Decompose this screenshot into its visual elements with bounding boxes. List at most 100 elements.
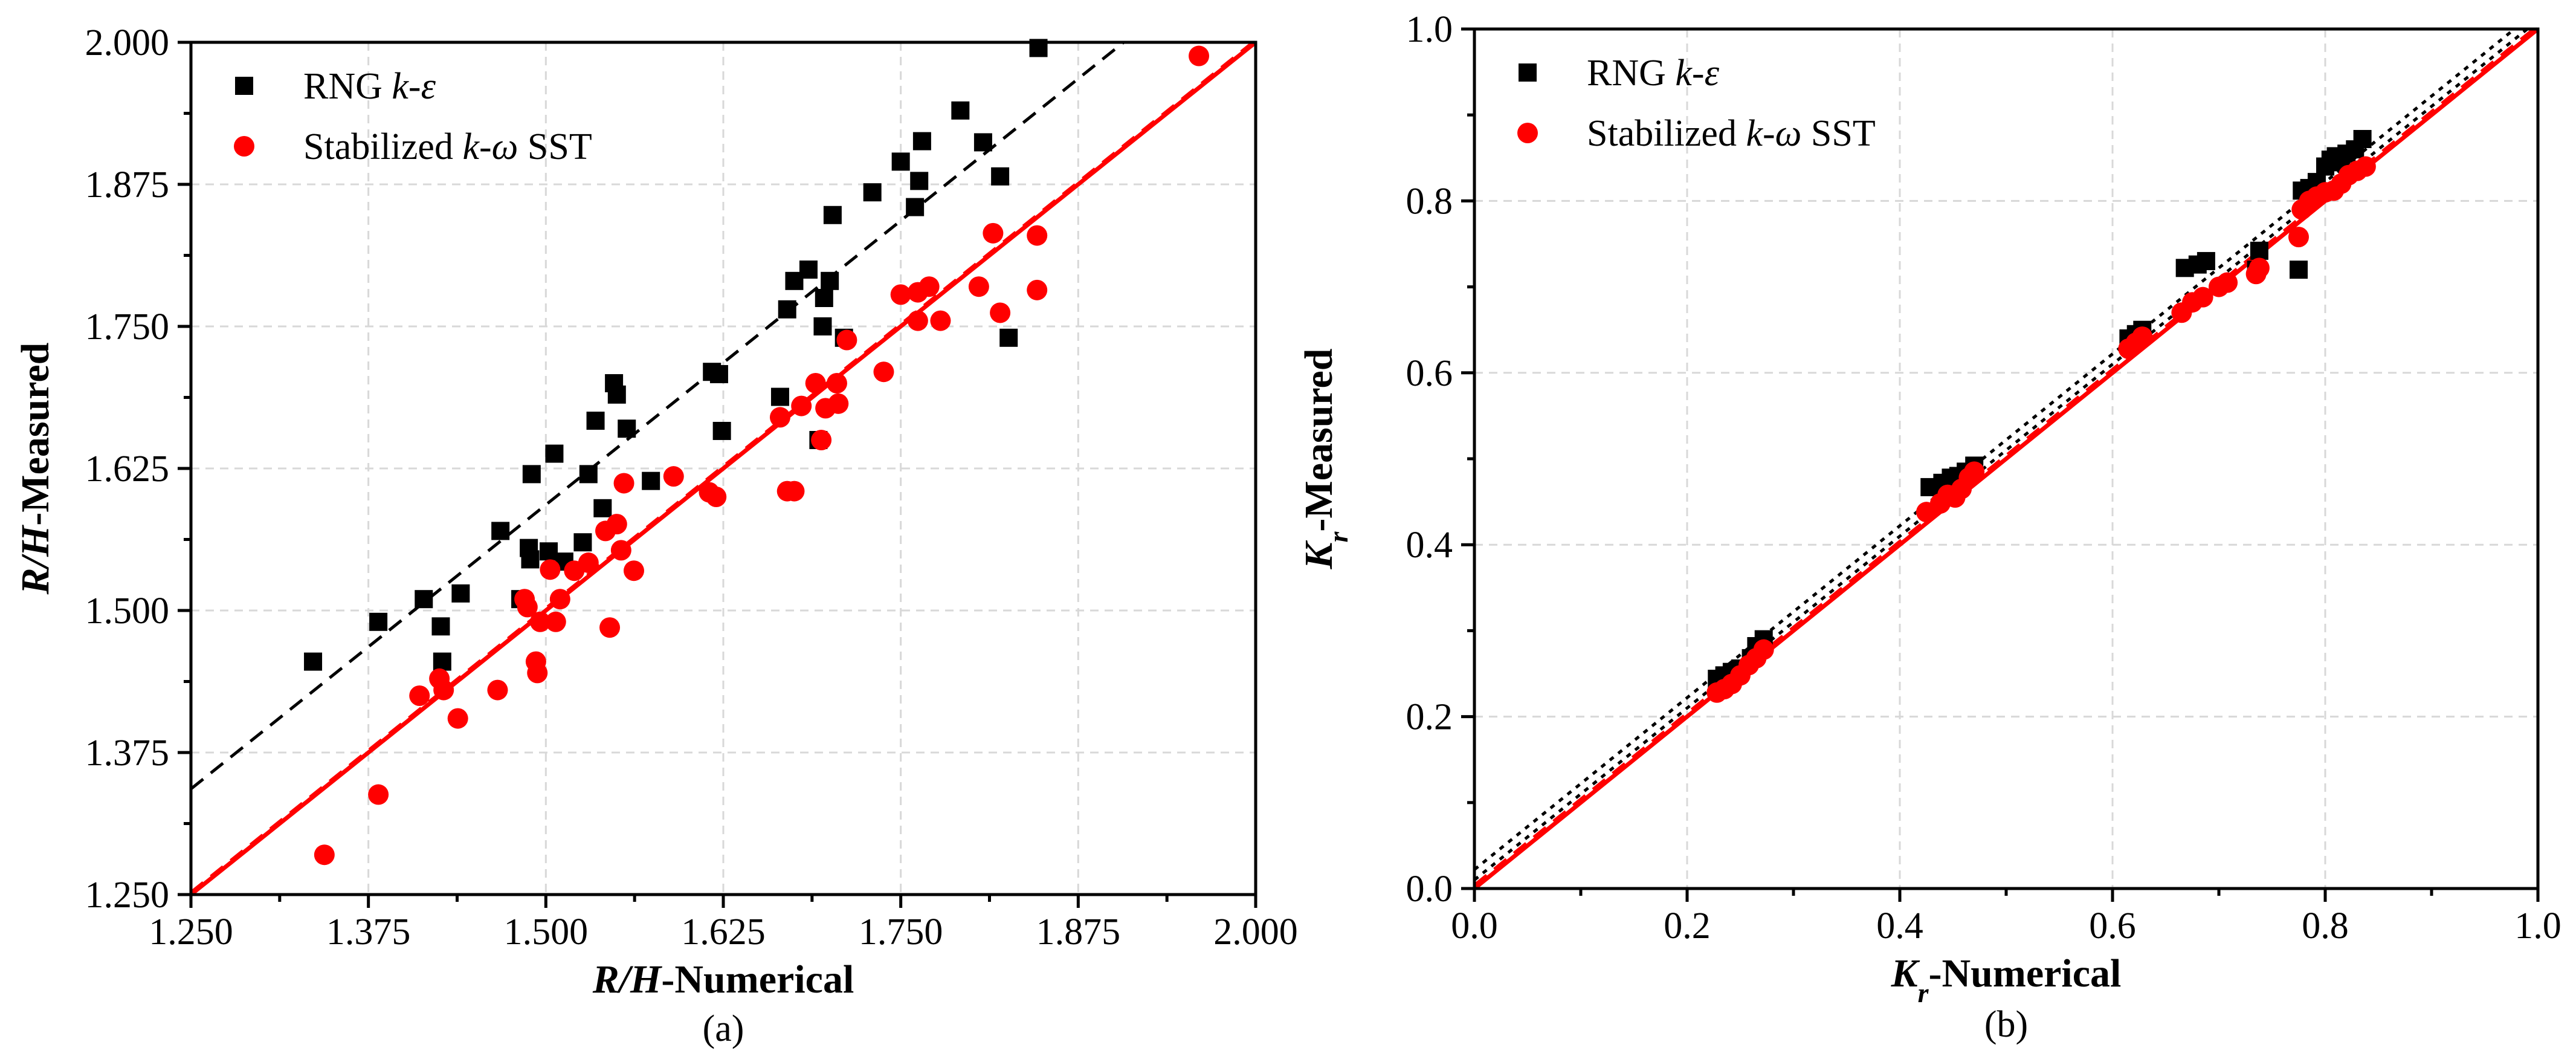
- point-rng-a-1: [369, 612, 388, 631]
- y-tick-label-0: 1.250: [85, 875, 170, 916]
- point-rng-a-12: [545, 444, 564, 463]
- point-sst-a-19: [606, 514, 627, 535]
- fit-line-1: [1473, 28, 2528, 881]
- fit-line-3: [1473, 27, 2540, 890]
- point-sst-a-8: [517, 597, 538, 618]
- fit-lines-a: [189, 40, 1257, 896]
- point-rng-a-4: [433, 652, 451, 671]
- point-rng-a-23: [709, 364, 728, 383]
- x-tick-label-3: 0.6: [2089, 905, 2136, 947]
- legend-a: RNG k-ε Stabilized k-ω SST: [234, 66, 592, 167]
- x-tick-label-1: 0.2: [1664, 905, 1711, 947]
- y-tick-label-1: 0.2: [1406, 697, 1453, 738]
- point-rng-a-36: [891, 152, 910, 171]
- point-sst-a-21: [613, 473, 634, 494]
- point-sst-a-11: [529, 611, 550, 632]
- point-rng-a-11: [540, 542, 558, 561]
- points-a: [304, 39, 1210, 866]
- grid-b: [1474, 29, 2538, 889]
- y-tick-label-2: 0.4: [1406, 525, 1453, 566]
- point-rng-a-32: [821, 271, 839, 290]
- point-rng-b-18: [2197, 251, 2215, 270]
- point-rng-a-3: [431, 617, 450, 636]
- x-axis-title-a: R/H-Numerical: [592, 957, 854, 1002]
- point-rng-a-17: [593, 499, 612, 517]
- point-rng-a-38: [910, 172, 929, 190]
- legend-label-sst-a: Stabilized k-ω SST: [303, 126, 592, 167]
- legend-b: RNG k-ε Stabilized k-ω SST: [1517, 53, 1876, 154]
- point-sst-a-31: [811, 430, 832, 450]
- point-rng-a-42: [991, 167, 1010, 186]
- point-sst-a-12: [540, 559, 561, 580]
- point-rng-a-39: [912, 132, 931, 151]
- x-tick-label-1: 1.375: [326, 911, 411, 953]
- y-tick-label-5: 1.0: [1406, 9, 1453, 50]
- point-sst-a-13: [545, 611, 566, 632]
- point-sst-a-43: [983, 222, 1004, 244]
- x-tick-label-0: 0.0: [1451, 905, 1498, 947]
- point-rng-a-14: [573, 533, 592, 552]
- point-sst-b-6: [1753, 639, 1774, 660]
- panel-a: 1.250 1.375 1.500 1.625 1.750 1.875 2.000 1.250…: [13, 22, 1298, 1049]
- x-tick-label-2: 1.500: [504, 911, 589, 953]
- point-sst-a-16: [578, 552, 599, 574]
- y-tick-label-4: 1.750: [85, 306, 170, 348]
- point-rng-a-35: [863, 183, 882, 202]
- point-sst-a-2: [409, 685, 430, 706]
- point-sst-a-40: [918, 276, 940, 297]
- point-rng-a-15: [579, 465, 598, 484]
- point-rng-a-24: [712, 421, 731, 440]
- x-axis-title-b: Kr-Numerical: [1891, 951, 2122, 1008]
- legend-label-rng-a: RNG k-ε: [303, 66, 436, 107]
- point-sst-a-47: [1189, 45, 1210, 66]
- point-sst-a-10: [527, 662, 548, 684]
- point-rng-a-26: [778, 300, 796, 319]
- point-rng-a-21: [642, 471, 660, 490]
- points-b: [1706, 130, 2376, 703]
- fit-line-2: [1473, 28, 2535, 887]
- legend-marker-rng-b: [1519, 63, 1537, 82]
- point-sst-b-13: [1964, 461, 1985, 482]
- point-sst-a-42: [968, 276, 989, 297]
- point-rng-a-16: [586, 412, 605, 430]
- point-sst-b-16: [2132, 326, 2153, 348]
- point-rng-a-30: [813, 317, 832, 335]
- x-tick-label-5: 1.0: [2514, 905, 2561, 947]
- point-rng-a-31: [815, 289, 833, 307]
- point-rng-a-37: [906, 198, 925, 216]
- panel-b: 0.0 0.2 0.4 0.6 0.8 1.0 0.0 0.2 0.4 0.6 0.8 1.0 RNG…: [1297, 9, 2561, 1045]
- fit-lines-b: [1473, 27, 2540, 890]
- point-sst-a-46: [1027, 279, 1048, 300]
- x-tick-label-4: 0.8: [2302, 905, 2349, 947]
- x-tick-label-3: 1.625: [681, 911, 766, 953]
- point-sst-a-23: [663, 466, 684, 487]
- point-sst-b-19: [2192, 287, 2213, 308]
- point-sst-a-34: [826, 373, 847, 393]
- point-rng-a-25: [770, 387, 789, 406]
- point-sst-a-22: [623, 560, 644, 581]
- y-axis-title-b: Kr-Measured: [1297, 349, 1354, 570]
- point-sst-a-5: [447, 708, 468, 729]
- point-sst-a-4: [433, 679, 454, 701]
- point-sst-a-6: [487, 679, 508, 701]
- point-sst-a-1: [368, 784, 389, 805]
- point-rng-a-28: [799, 261, 818, 279]
- point-sst-a-45: [1027, 225, 1048, 246]
- point-rng-a-20: [618, 419, 636, 438]
- point-sst-a-33: [828, 393, 849, 414]
- point-sst-b-23: [2248, 257, 2270, 279]
- ticks-a: 1.250 1.375 1.500 1.625 1.750 1.875 2.000 1.250…: [85, 22, 1298, 953]
- point-sst-a-25: [706, 487, 727, 507]
- point-sst-a-36: [873, 361, 894, 383]
- point-sst-b-21: [2217, 272, 2238, 293]
- fit-line-2: [189, 40, 1257, 896]
- point-sst-a-18: [599, 617, 621, 638]
- caption-a: (a): [703, 1008, 744, 1049]
- point-sst-b-33: [2355, 156, 2376, 177]
- ticks-b: 0.0 0.2 0.4 0.6 0.8 1.0 0.0 0.2 0.4 0.6 0.8 1.0: [1406, 9, 2561, 947]
- point-sst-a-37: [890, 284, 911, 305]
- legend-marker-rng-a: [235, 77, 253, 95]
- point-sst-a-44: [990, 302, 1011, 323]
- point-sst-a-41: [930, 310, 951, 331]
